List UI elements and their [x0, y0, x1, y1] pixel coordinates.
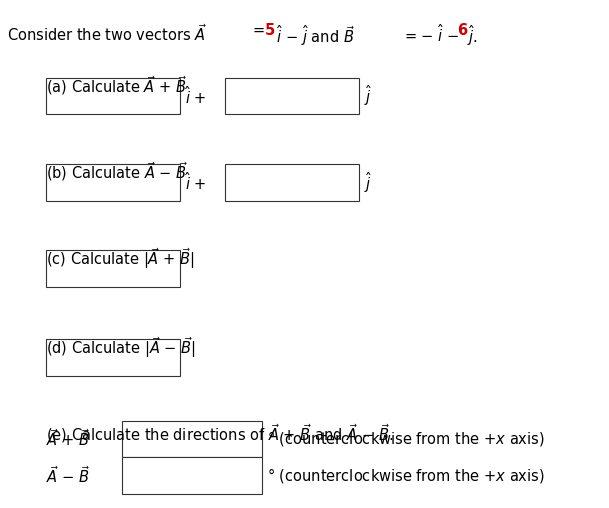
Text: ° (counterclockwise from the +$x$ axis): ° (counterclockwise from the +$x$ axis) [267, 429, 544, 449]
Bar [225, 164, 359, 201]
Bar [46, 78, 180, 114]
Text: $\hat{j}$: $\hat{j}$ [364, 170, 373, 195]
Bar [46, 339, 180, 376]
Bar [122, 421, 262, 457]
Text: (a) Calculate $\vec{A}$ + $\vec{B}$: (a) Calculate $\vec{A}$ + $\vec{B}$ [46, 74, 187, 97]
Bar [122, 457, 262, 494]
Text: 5: 5 [265, 23, 275, 38]
Text: ° (counterclockwise from the +$x$ axis): ° (counterclockwise from the +$x$ axis) [267, 466, 544, 485]
Text: $\hat{j}$.: $\hat{j}$. [464, 23, 478, 48]
Text: (c) Calculate $|\vec{A}$ + $\vec{B}|$: (c) Calculate $|\vec{A}$ + $\vec{B}|$ [46, 246, 194, 271]
Text: (b) Calculate $\vec{A}$ $-$ $\vec{B}$: (b) Calculate $\vec{A}$ $-$ $\vec{B}$ [46, 160, 188, 183]
Bar [225, 78, 359, 114]
Bar [46, 250, 180, 287]
Text: $\hat{i}$ +: $\hat{i}$ + [185, 172, 206, 193]
Text: $\vec{A}$ $-$ $\vec{B}$: $\vec{A}$ $-$ $\vec{B}$ [46, 465, 90, 486]
Text: $\vec{A}$ + $\vec{B}$: $\vec{A}$ + $\vec{B}$ [46, 428, 90, 450]
Text: = $-$ $\hat{i}$ $-$: = $-$ $\hat{i}$ $-$ [404, 23, 460, 45]
Text: (e) Calculate the directions of $\vec{A}$ + $\vec{B}$ and $\vec{A}$ $-$ $\vec{B}: (e) Calculate the directions of $\vec{A}… [46, 422, 393, 444]
Text: =: = [253, 23, 270, 38]
Text: 6: 6 [457, 23, 467, 38]
Text: $\hat{i}$ +: $\hat{i}$ + [185, 85, 206, 107]
Text: $\hat{j}$: $\hat{j}$ [364, 84, 373, 108]
Text: $\hat{i}$ $-$ $\hat{j}$ and $\vec{B}$: $\hat{i}$ $-$ $\hat{j}$ and $\vec{B}$ [272, 23, 356, 48]
Text: (d) Calculate $|\vec{A}$ $-$ $\vec{B}|$: (d) Calculate $|\vec{A}$ $-$ $\vec{B}|$ [46, 335, 195, 360]
Text: Consider the two vectors $\vec{A}$: Consider the two vectors $\vec{A}$ [7, 23, 207, 44]
Bar [46, 164, 180, 201]
